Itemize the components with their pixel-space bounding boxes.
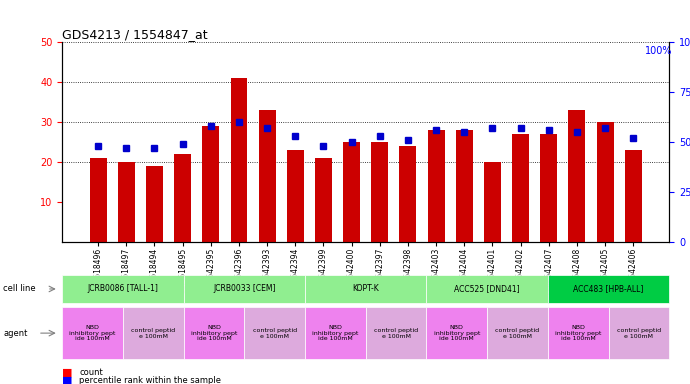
Text: ■: ■: [62, 367, 72, 377]
Bar: [202, 126, 219, 242]
Bar: [400, 146, 416, 242]
Text: control peptid
e 100mM: control peptid e 100mM: [495, 328, 540, 339]
Text: control peptid
e 100mM: control peptid e 100mM: [374, 328, 418, 339]
Bar: [597, 122, 613, 242]
Bar: [287, 150, 304, 242]
Bar: [174, 154, 191, 242]
Bar: [146, 166, 163, 242]
Bar: [90, 158, 106, 242]
Bar: [512, 134, 529, 242]
Text: count: count: [79, 368, 103, 377]
Text: NBD
inhibitory pept
ide 100mM: NBD inhibitory pept ide 100mM: [433, 325, 480, 341]
Text: NBD
inhibitory pept
ide 100mM: NBD inhibitory pept ide 100mM: [555, 325, 602, 341]
Text: JCRB0033 [CEM]: JCRB0033 [CEM]: [213, 285, 275, 293]
Text: NBD
inhibitory pept
ide 100mM: NBD inhibitory pept ide 100mM: [312, 325, 359, 341]
Bar: [428, 130, 444, 242]
Text: ACC525 [DND41]: ACC525 [DND41]: [454, 285, 520, 293]
Bar: [456, 130, 473, 242]
Text: percentile rank within the sample: percentile rank within the sample: [79, 376, 221, 384]
Bar: [540, 134, 558, 242]
Text: NBD
inhibitory pept
ide 100mM: NBD inhibitory pept ide 100mM: [69, 325, 116, 341]
Bar: [371, 142, 388, 242]
Bar: [315, 158, 332, 242]
Bar: [230, 78, 248, 242]
Bar: [259, 110, 275, 242]
Text: ACC483 [HPB-ALL]: ACC483 [HPB-ALL]: [573, 285, 644, 293]
Bar: [625, 150, 642, 242]
Text: cell line: cell line: [3, 285, 36, 293]
Bar: [569, 110, 585, 242]
Text: control peptid
e 100mM: control peptid e 100mM: [131, 328, 175, 339]
Bar: [343, 142, 360, 242]
Text: agent: agent: [3, 329, 28, 338]
Text: ■: ■: [62, 375, 72, 384]
Text: 100%: 100%: [645, 46, 673, 56]
Text: NBD
inhibitory pept
ide 100mM: NBD inhibitory pept ide 100mM: [190, 325, 237, 341]
Text: control peptid
e 100mM: control peptid e 100mM: [253, 328, 297, 339]
Bar: [484, 162, 501, 242]
Text: GDS4213 / 1554847_at: GDS4213 / 1554847_at: [62, 28, 208, 41]
Bar: [118, 162, 135, 242]
Text: KOPT-K: KOPT-K: [353, 285, 379, 293]
Text: JCRB0086 [TALL-1]: JCRB0086 [TALL-1]: [88, 285, 158, 293]
Text: control peptid
e 100mM: control peptid e 100mM: [617, 328, 661, 339]
